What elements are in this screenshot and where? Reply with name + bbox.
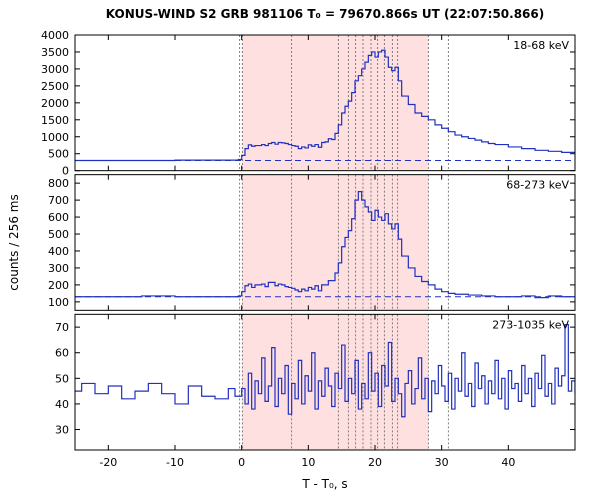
chart-title: KONUS-WIND S2 GRB 981106 T₀ = 79670.866s… <box>106 7 544 21</box>
y-tick-label: 3000 <box>41 63 69 76</box>
panel-label: 18-68 keV <box>513 39 569 52</box>
x-tick-label: 10 <box>301 456 315 469</box>
chart-svg: KONUS-WIND S2 GRB 981106 T₀ = 79670.866s… <box>0 0 600 500</box>
y-tick-label: 1500 <box>41 114 69 127</box>
y-tick-label: 500 <box>48 228 69 241</box>
x-tick-label: 30 <box>435 456 449 469</box>
y-tick-label: 2500 <box>41 80 69 93</box>
x-axis-label: T - T₀, s <box>301 477 347 491</box>
y-tick-label: 4000 <box>41 29 69 42</box>
y-tick-label: 700 <box>48 194 69 207</box>
y-tick-label: 70 <box>55 321 69 334</box>
y-tick-label: 200 <box>48 279 69 292</box>
x-tick-label: 40 <box>501 456 515 469</box>
konus-lightcurve-figure: KONUS-WIND S2 GRB 981106 T₀ = 79670.866s… <box>0 0 600 500</box>
y-tick-label: 400 <box>48 245 69 258</box>
y-tick-label: 300 <box>48 262 69 275</box>
y-tick-label: 800 <box>48 177 69 190</box>
y-tick-label: 2000 <box>41 97 69 110</box>
y-tick-label: 50 <box>55 372 69 385</box>
y-axis-label: counts / 256 ms <box>7 194 21 290</box>
y-tick-label: 1000 <box>41 131 69 144</box>
y-tick-label: 30 <box>55 424 69 437</box>
x-tick-label: -10 <box>166 456 184 469</box>
t90-shade <box>242 175 428 311</box>
panel-label: 68-273 keV <box>506 179 569 192</box>
y-tick-label: 60 <box>55 347 69 360</box>
y-tick-label: 0 <box>62 165 69 178</box>
y-tick-label: 100 <box>48 296 69 309</box>
x-tick-label: -20 <box>99 456 117 469</box>
t90-shade <box>242 35 428 171</box>
y-tick-label: 500 <box>48 148 69 161</box>
y-tick-label: 600 <box>48 211 69 224</box>
x-tick-label: 0 <box>238 456 245 469</box>
y-tick-label: 40 <box>55 398 69 411</box>
y-tick-label: 3500 <box>41 46 69 59</box>
x-tick-label: 20 <box>368 456 382 469</box>
panel-label: 273-1035 keV <box>492 318 569 331</box>
